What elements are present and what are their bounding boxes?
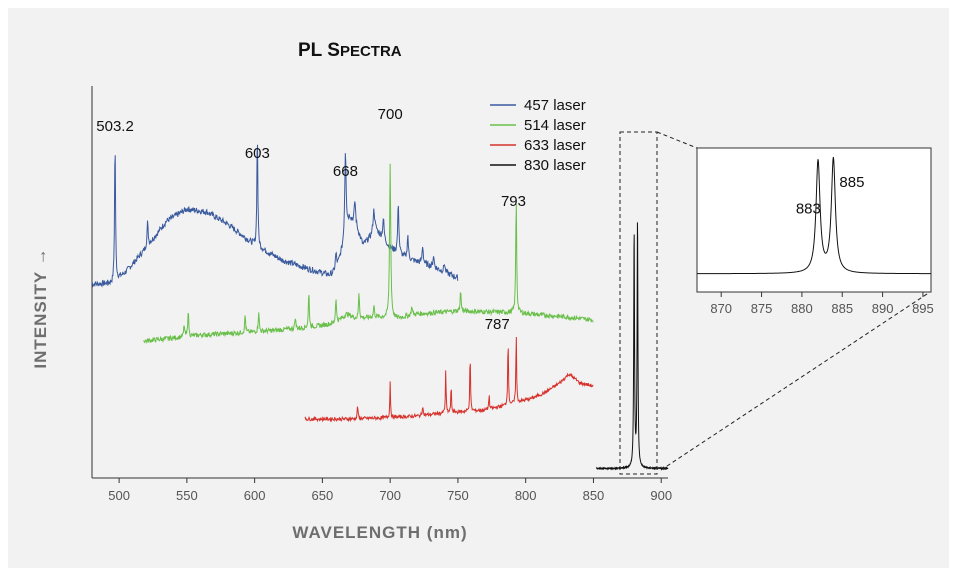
- series-line-457-laser: [91, 144, 459, 288]
- peak-label: 787: [485, 316, 510, 333]
- x-tick-label: 750: [447, 488, 469, 503]
- title-part: PECTRA: [340, 43, 402, 60]
- x-tick-label: 650: [312, 488, 334, 503]
- inset-tick-label: 880: [791, 301, 813, 316]
- peak-label: 793: [501, 193, 526, 210]
- legend-label: 514 laser: [524, 117, 586, 134]
- peak-label: 603: [245, 145, 270, 162]
- inset-plot-area: [696, 147, 932, 293]
- legend-label: 457 laser: [524, 97, 586, 114]
- x-tick-label: 500: [108, 488, 130, 503]
- x-tick-label: 850: [583, 488, 605, 503]
- x-tick-label: 800: [515, 488, 537, 503]
- main-x-ticks: 500 550 600 650 700 750 800 850 900: [108, 478, 672, 503]
- y-axis-title-group: INTENSITY →: [31, 247, 50, 368]
- zoom-connector-top: [656, 131, 698, 149]
- zoom-connector-bottom: [660, 291, 931, 471]
- inset-tick-label: 870: [710, 301, 732, 316]
- main-series-group: [91, 144, 669, 471]
- inset-x-ticks: 870 875 880 885 890 895: [710, 292, 934, 316]
- peak-label: 503.2: [96, 118, 134, 135]
- x-axis-title: WAVELENGTH (nm): [292, 523, 467, 542]
- x-tick-label: 700: [379, 488, 401, 503]
- inset-peak-label: 883: [796, 200, 821, 217]
- title-part: S: [327, 40, 340, 61]
- series-line-514-laser: [143, 163, 594, 345]
- legend: 457 laser 514 laser 633 laser 830 laser: [490, 97, 586, 174]
- inset-peak-label: 885: [839, 174, 864, 191]
- inset-tick-label: 890: [872, 301, 894, 316]
- x-tick-label: 900: [650, 488, 672, 503]
- peak-label: 700: [378, 106, 403, 123]
- inset-series-group: [697, 156, 931, 275]
- inset-peak-labels: 883 885: [796, 174, 865, 217]
- chart-title: PL SPECTRA: [298, 40, 402, 61]
- x-tick-label: 550: [176, 488, 198, 503]
- y-axis-title: INTENSITY →: [31, 247, 50, 368]
- x-tick-label: 600: [244, 488, 266, 503]
- figure-panel: PL SPECTRA WAVELENGTH (nm) INTENSITY → 50…: [8, 8, 949, 568]
- legend-label: 633 laser: [524, 137, 586, 154]
- peak-labels: 503.2 603 668 700 793 787: [96, 106, 526, 333]
- peak-label: 668: [333, 163, 358, 180]
- inset-tick-label: 895: [912, 301, 934, 316]
- inset-tick-label: 885: [831, 301, 853, 316]
- series-line-633-laser: [304, 336, 594, 423]
- pl-spectra-chart: PL SPECTRA WAVELENGTH (nm) INTENSITY → 50…: [31, 40, 934, 542]
- series-line-830-laser: [596, 222, 669, 471]
- inset-tick-label: 875: [751, 301, 773, 316]
- legend-label: 830 laser: [524, 157, 586, 174]
- inset-series-line: [697, 156, 931, 275]
- title-part: PL: [298, 40, 323, 61]
